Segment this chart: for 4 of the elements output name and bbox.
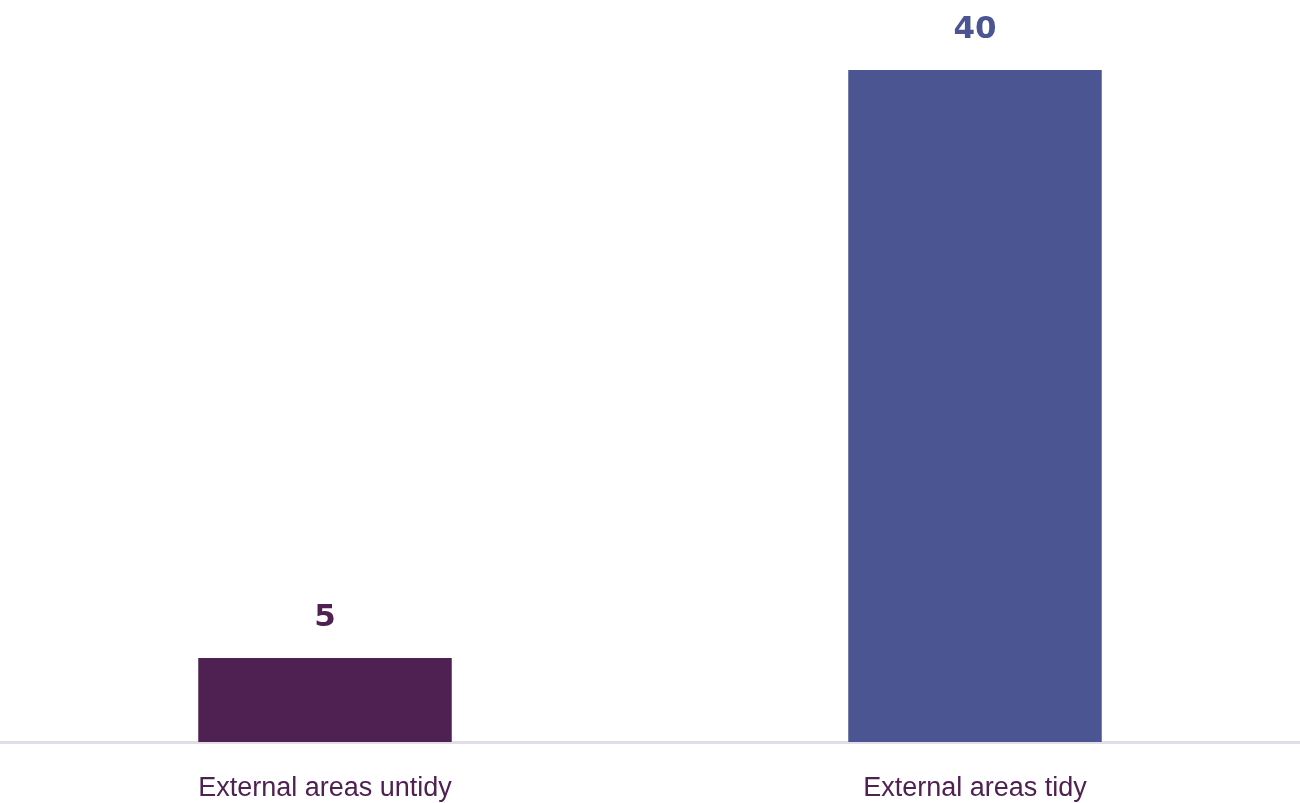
data-label: 40 (953, 9, 997, 46)
x-tick-label: External areas untidy (198, 771, 453, 802)
x-tick-label: External areas tidy (863, 771, 1088, 802)
data-label: 5 (314, 597, 336, 634)
